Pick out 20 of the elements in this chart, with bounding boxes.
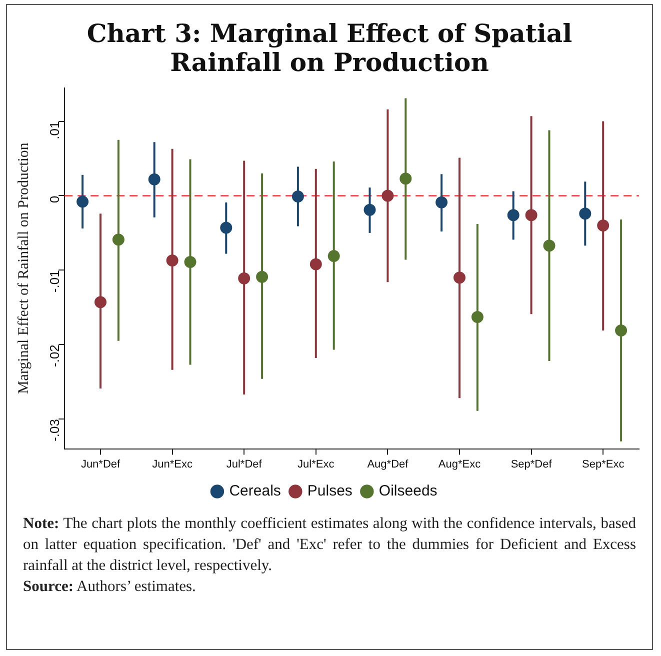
x-tick-label: Aug*Def (367, 458, 410, 470)
chart-title: Chart 3: Marginal Effect of Spatial Rainfall on Production (86, 19, 574, 77)
source-note: Source: Authors’ estimates. (23, 577, 197, 597)
x-tick-label: Sep*Def (510, 458, 553, 470)
y-tick-label: -.03 (47, 419, 62, 442)
legend-label: Oilseeds (378, 482, 438, 500)
legend-label: Pulses (307, 482, 352, 500)
x-tick-label: Jul*Exc (298, 458, 335, 470)
x-tick-label: Aug*Exc (438, 458, 482, 470)
y-tick-label: -.02 (47, 344, 62, 367)
y-tick-label: .01 (47, 121, 62, 140)
x-tick-label: Jun*Exc (152, 458, 193, 470)
text: Note: The chart plots the monthly coefficient estimates along with the confidence intervals, based on latter equation specification. 'Def' and 'Exc' refer to the dummies for Deficient and Excess rainfall at the district level, respectively. (23, 514, 636, 576)
legend-label: Cereals (229, 482, 281, 500)
x-tick-label: Sep*Exc (582, 458, 625, 470)
y-tick-label: -.01 (47, 270, 62, 293)
y-tick-label: 0 (47, 196, 62, 203)
x-tick-label: Jun*Def (80, 458, 122, 470)
x-tick-label: Jul*Def (226, 458, 263, 470)
y-axis-title: Marginal Effect of Rainfall on Production (16, 142, 32, 394)
